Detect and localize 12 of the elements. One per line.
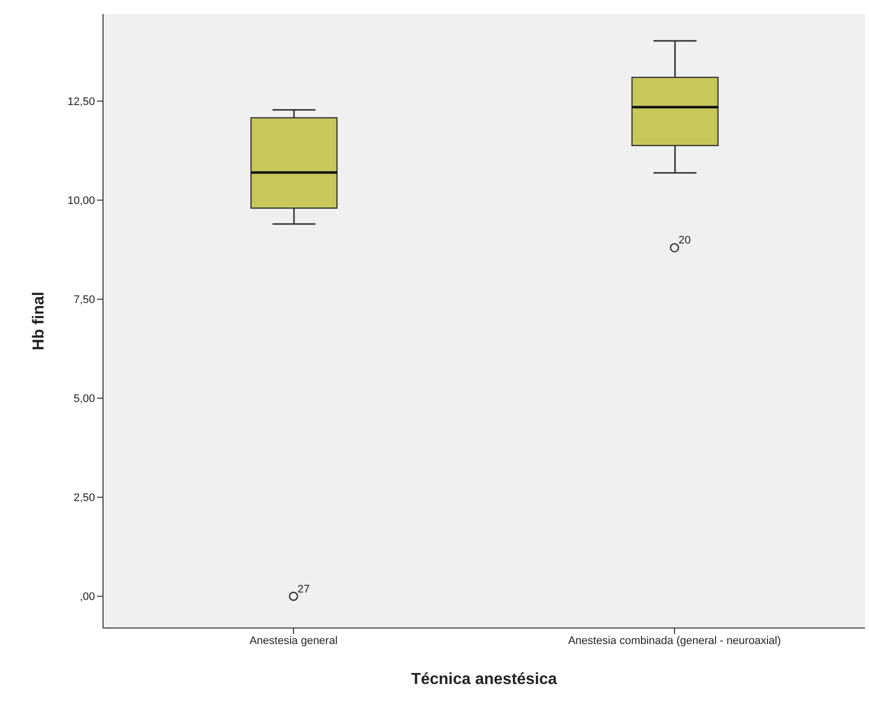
y-tick-label: ,00 [80, 591, 95, 604]
y-tick-label: 7,50 [74, 294, 95, 306]
y-tick-label: 10,00 [67, 195, 95, 208]
y-tick-label: 5,00 [74, 393, 95, 406]
y-tick-label: 12,50 [67, 96, 95, 108]
x-tick-label: Anestesia combinada (general - neuroaxial) [568, 634, 781, 647]
x-axis-title: Técnica anestésica [411, 671, 558, 688]
annotation: 20 [678, 234, 691, 247]
x-tick-label: Anestesia general [249, 634, 338, 647]
y-axis-title: Hb final [30, 292, 48, 350]
annotation: 27 [298, 583, 310, 596]
y-tick-label: 2,50 [74, 492, 95, 504]
